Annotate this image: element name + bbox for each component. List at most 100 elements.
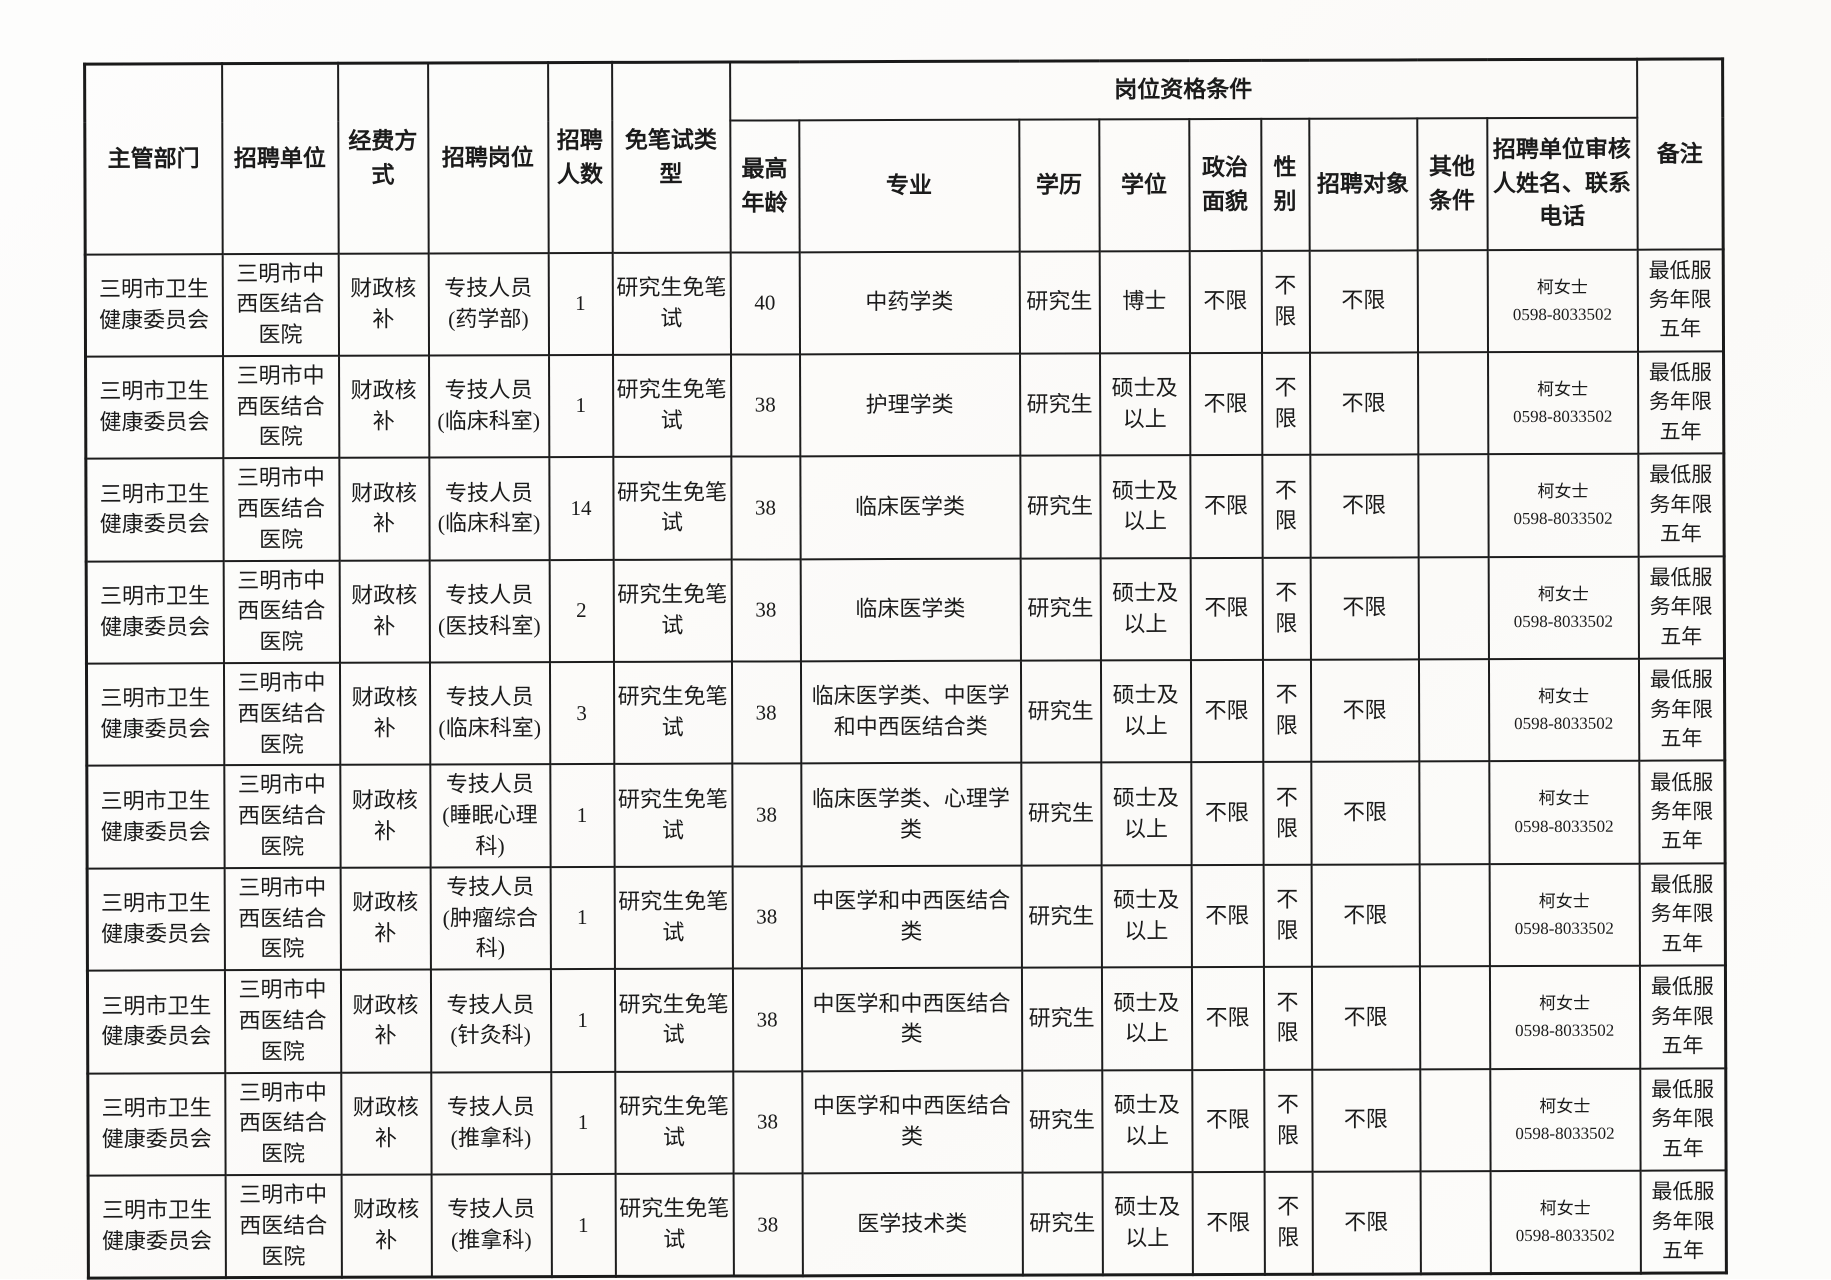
cell-major: 医学技术类 (802, 1172, 1023, 1277)
cell-remark: 最低服务年限五年 (1637, 248, 1724, 352)
col-header-degree: 学位 (1098, 118, 1190, 251)
table-body: 三明市卫生健康委员会 三明市中西医结合医院 财政核补 专技人员(药学部) 1 研… (85, 248, 1727, 1279)
cell-funding: 财政核补 (340, 867, 431, 971)
cell-exempt-type: 研究生免笔试 (615, 1173, 734, 1277)
contact-phone: 0598-8033502 (1512, 304, 1613, 324)
cell-political: 不限 (1190, 762, 1264, 865)
cell-position: 专技人员(临床科室) (429, 662, 550, 765)
cell-unit: 三明市中西医结合医院 (224, 1072, 342, 1176)
cell-education: 研究生 (1022, 1172, 1103, 1276)
cell-unit: 三明市中西医结合医院 (222, 355, 339, 459)
cell-education: 研究生 (1020, 660, 1101, 764)
table-row: 三明市卫生健康委员会 三明市中西医结合医院 财政核补 专技人员(临床科室) 3 … (86, 658, 1725, 767)
contact-phone: 0598-8033502 (1515, 1225, 1615, 1246)
cell-other (1417, 454, 1489, 558)
cell-remark: 最低服务年限五年 (1640, 1170, 1727, 1274)
cell-other (1418, 659, 1489, 762)
cell-remark: 最低服务年限五年 (1638, 556, 1725, 659)
col-header-political: 政治面貌 (1188, 118, 1262, 251)
cell-target: 不限 (1311, 864, 1420, 967)
cell-target: 不限 (1310, 761, 1420, 865)
cell-political: 不限 (1191, 864, 1264, 968)
contact-name: 柯女士 (1538, 686, 1590, 707)
table-row: 三明市卫生健康委员会 三明市中西医结合医院 财政核补 专技人员(临床科室) 1 … (85, 351, 1724, 459)
contact-phone: 0598-8033502 (1513, 509, 1613, 529)
cell-other (1418, 556, 1489, 660)
cell-degree: 硕士及以上 (1101, 1069, 1193, 1173)
cell-funding: 财政核补 (339, 662, 430, 766)
cell-degree: 硕士及以上 (1100, 762, 1192, 866)
table-row: 三明市卫生健康委员会 三明市中西医结合医院 财政核补 专技人员(推拿科) 1 研… (88, 1170, 1727, 1279)
cell-supervisor: 三明市卫生健康委员会 (87, 1072, 226, 1176)
cell-remark: 最低服务年限五年 (1637, 351, 1724, 454)
cell-unit: 三明市中西医结合医院 (223, 765, 341, 868)
cell-degree: 硕士及以上 (1100, 557, 1191, 661)
cell-count: 1 (549, 764, 615, 867)
contact-phone: 0598-8033502 (1515, 1021, 1615, 1041)
cell-funding: 财政核补 (339, 560, 430, 663)
col-header-other: 其他条件 (1416, 117, 1488, 250)
cell-other (1419, 966, 1490, 1070)
cell-gender: 不限 (1264, 1171, 1313, 1275)
recruitment-table: 主管部门 招聘单位 经费方式 招聘岗位 招聘人数 免笔试类型 岗位资格条件 备注… (83, 57, 1728, 1280)
cell-count: 1 (548, 252, 613, 356)
cell-education: 研究生 (1020, 558, 1101, 661)
cell-position: 专技人员(医技科室) (429, 559, 550, 663)
cell-remark: 最低服务年限五年 (1637, 453, 1725, 557)
table-row: 三明市卫生健康委员会 三明市中西医结合医院 财政核补 专技人员(药学部) 1 研… (85, 248, 1724, 357)
cell-supervisor: 三明市卫生健康委员会 (86, 663, 224, 767)
cell-target: 不限 (1310, 557, 1419, 660)
cell-gender: 不限 (1261, 250, 1310, 353)
col-header-count: 招聘人数 (547, 62, 613, 253)
col-header-exempt-type: 免笔试类型 (611, 62, 731, 253)
cell-target: 不限 (1309, 352, 1418, 456)
cell-max-age: 38 (730, 456, 801, 560)
cell-contact: 柯女士 0598-8033502 (1490, 1170, 1641, 1275)
cell-position: 专技人员(临床科室) (428, 457, 550, 561)
cell-degree: 硕士及以上 (1099, 455, 1191, 559)
contact-name: 柯女士 (1536, 277, 1588, 297)
cell-position: 专技人员(临床科室) (428, 355, 549, 458)
cell-contact: 柯女士 0598-8033502 (1487, 249, 1638, 353)
cell-unit: 三明市中西医结合医院 (225, 1174, 342, 1279)
cell-target: 不限 (1311, 1069, 1421, 1172)
col-header-unit: 招聘单位 (221, 63, 339, 254)
cell-degree: 博士 (1099, 250, 1190, 354)
cell-other (1420, 1171, 1491, 1275)
cell-max-age: 38 (732, 1070, 803, 1174)
cell-political: 不限 (1190, 659, 1263, 763)
cell-target: 不限 (1310, 659, 1419, 763)
cell-remark: 最低服务年限五年 (1638, 658, 1725, 762)
cell-exempt-type: 研究生免笔试 (612, 456, 732, 560)
cell-contact: 柯女士 0598-8033502 (1489, 863, 1640, 967)
cell-exempt-type: 研究生免笔试 (614, 866, 733, 970)
cell-funding: 财政核补 (341, 1174, 432, 1278)
cell-major: 临床医学类、中医学和中西医结合类 (800, 660, 1021, 764)
cell-political: 不限 (1189, 352, 1262, 456)
table-row: 三明市卫生健康委员会 三明市中西医结合医院 财政核补 专技人员(睡眠心理科) 1… (86, 760, 1726, 869)
cell-position: 专技人员(肿瘤综合科) (430, 866, 551, 970)
cell-other (1417, 352, 1488, 455)
cell-gender: 不限 (1262, 762, 1312, 865)
cell-supervisor: 三明市卫生健康委员会 (87, 970, 225, 1074)
cell-supervisor: 三明市卫生健康委员会 (85, 458, 224, 562)
cell-funding: 财政核补 (339, 764, 431, 868)
cell-unit: 三明市中西医结合医院 (224, 970, 341, 1073)
cell-max-age: 38 (732, 866, 802, 969)
cell-exempt-type: 研究生免笔试 (613, 763, 733, 867)
cell-max-age: 38 (731, 661, 801, 764)
cell-position: 专技人员(推拿科) (431, 1174, 552, 1278)
cell-supervisor: 三明市卫生健康委员会 (86, 765, 225, 869)
cell-gender: 不限 (1263, 1069, 1313, 1172)
cell-funding: 财政核补 (338, 355, 429, 459)
cell-remark: 最低服务年限五年 (1638, 760, 1726, 864)
cell-count: 2 (549, 559, 614, 663)
cell-remark: 最低服务年限五年 (1639, 965, 1726, 1069)
cell-exempt-type: 研究生免笔试 (613, 661, 732, 765)
contact-name: 柯女士 (1538, 891, 1590, 911)
table-scan-region: 主管部门 招聘单位 经费方式 招聘岗位 招聘人数 免笔试类型 岗位资格条件 备注… (83, 57, 1728, 1280)
cell-supervisor: 三明市卫生健康委员会 (86, 560, 224, 664)
cell-exempt-type: 研究生免笔试 (614, 968, 733, 1072)
cell-degree: 硕士及以上 (1101, 967, 1192, 1071)
contact-phone: 0598-8033502 (1514, 816, 1614, 836)
